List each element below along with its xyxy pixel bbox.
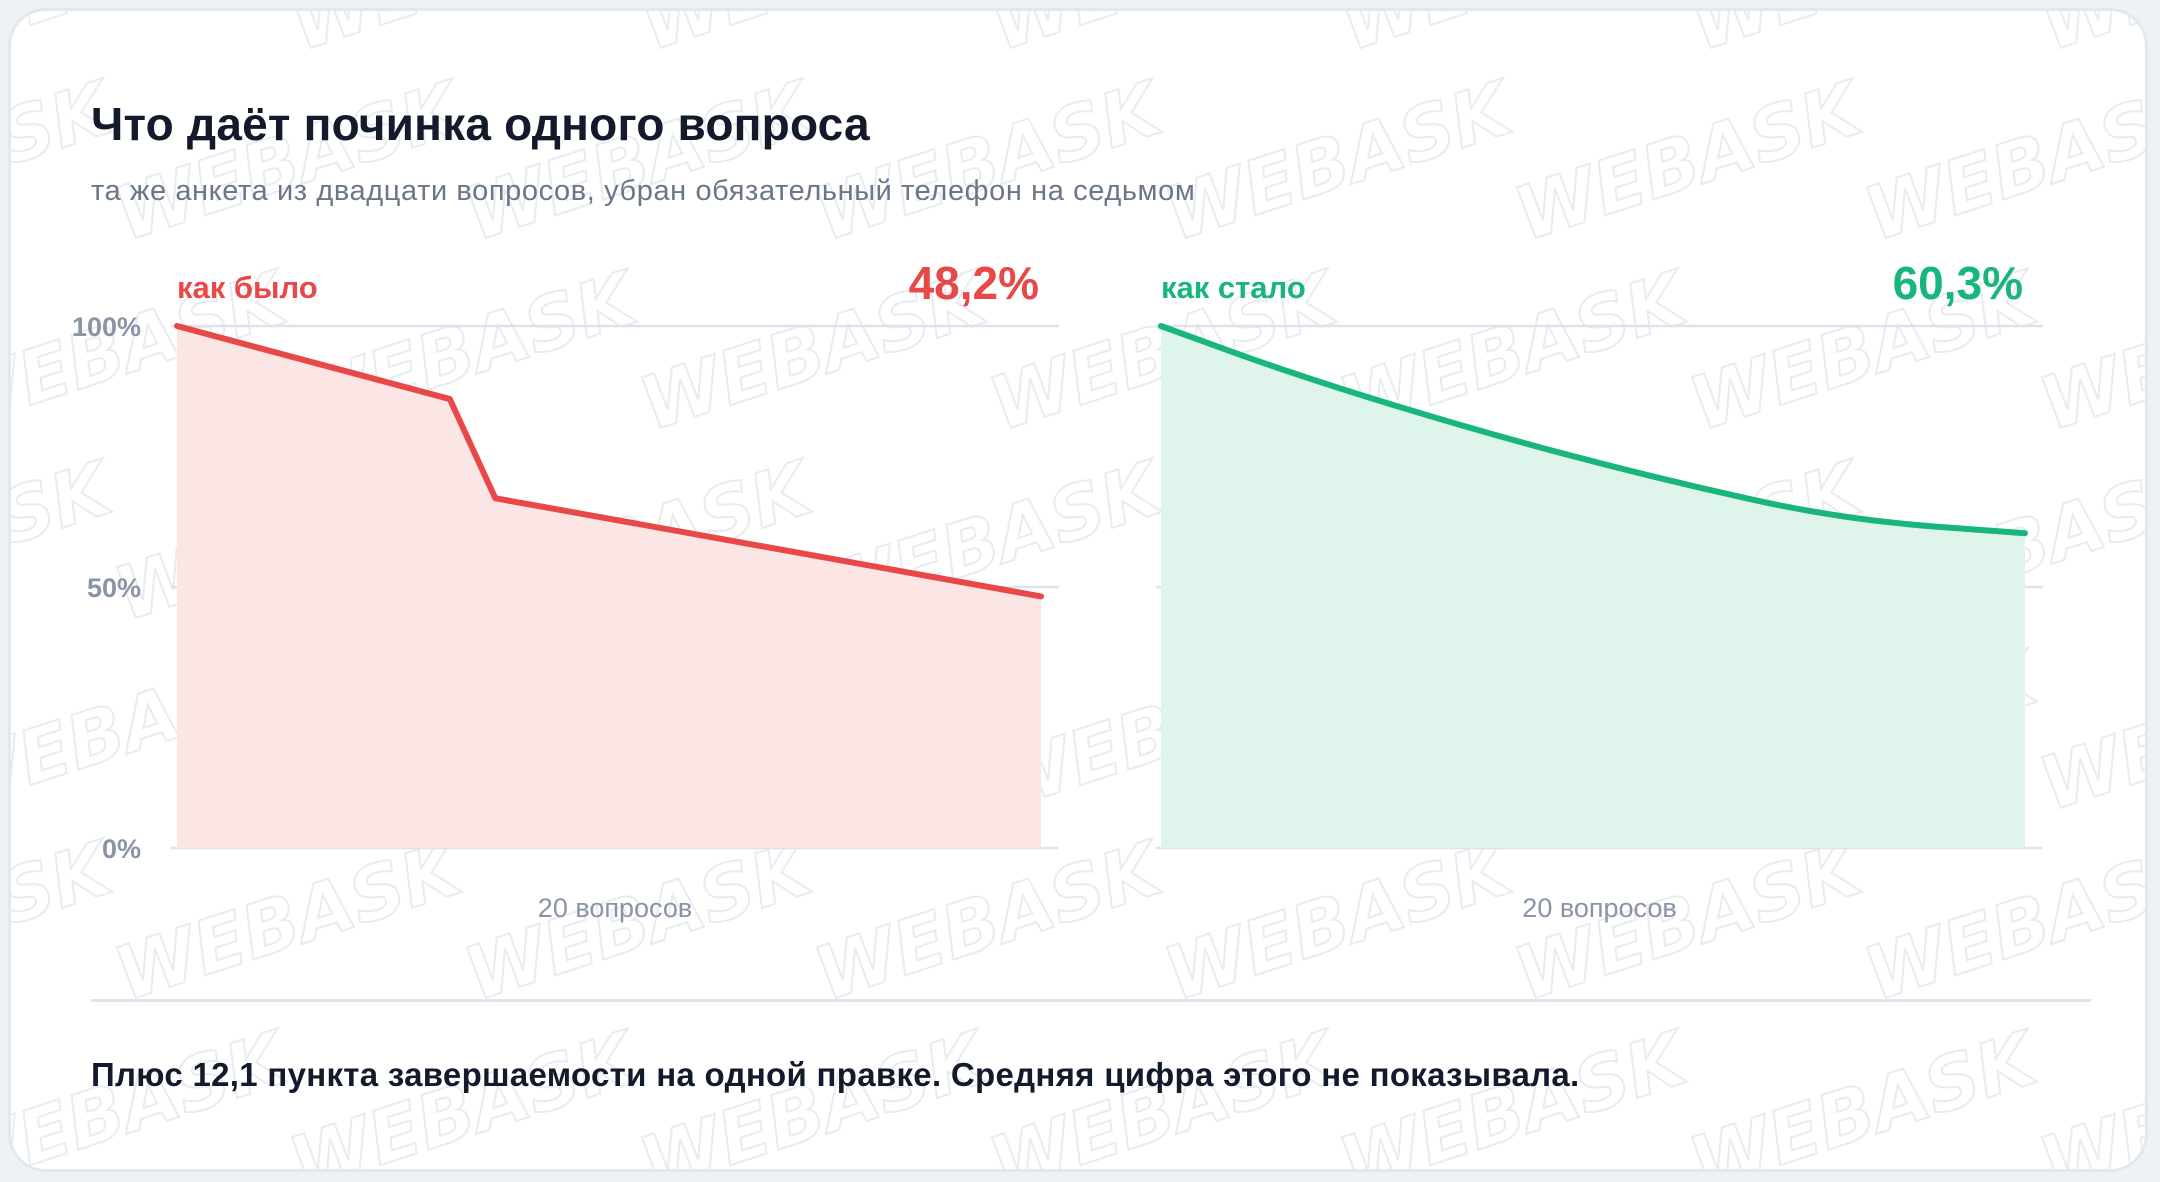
chart-panel-1: 100% 50% 0% как было 48,2% 20 вопросов <box>72 257 1059 923</box>
series-area-after <box>1161 326 2025 848</box>
series-line-after <box>1158 323 2028 537</box>
y-tick-label: 0% <box>102 834 141 864</box>
chart-panel-2: как стало 60,3% 20 вопросов <box>1156 257 2043 923</box>
series-area-before <box>177 326 1041 848</box>
series-line-before <box>174 323 1044 600</box>
page-subtitle: та же анкета из двадцати вопросов, убран… <box>91 175 1196 207</box>
page-title: Что даёт починка одного вопроса <box>91 98 870 150</box>
panel-label-after: как стало <box>1161 270 1306 305</box>
x-axis-label: 20 вопросов <box>538 893 692 923</box>
footnote: Плюс 12,1 пункта завершаемости на одной … <box>91 1056 1580 1093</box>
y-tick-label: 100% <box>72 312 141 342</box>
x-axis-label: 20 вопросов <box>1522 893 1676 923</box>
headline-value-before: 48,2% <box>909 257 1039 309</box>
divider <box>91 999 2091 1002</box>
y-tick-label: 50% <box>87 573 141 603</box>
panel-label-before: как было <box>177 270 318 305</box>
headline-value-after: 60,3% <box>1893 257 2023 309</box>
card: WEBASK WEBASK WEBASK WEBASK WEBASK WEBASK WEBA… <box>8 8 2148 1172</box>
